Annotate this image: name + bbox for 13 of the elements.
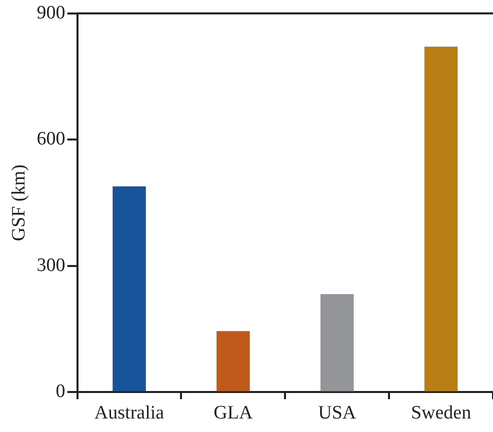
y-axis-title: GSF (km) [8, 164, 30, 242]
y-tick-label: 900 [36, 2, 66, 24]
x-tick-label: Australia [94, 402, 165, 424]
y-tick-label: 0 [56, 381, 66, 402]
x-tick-label: USA [318, 402, 356, 424]
x-tick-label: Sweden [410, 402, 472, 424]
bar [112, 186, 146, 392]
y-tick-label: 300 [36, 254, 66, 276]
bar [216, 331, 250, 392]
y-tick-label: 600 [36, 128, 66, 150]
bar [424, 46, 458, 392]
x-tick-label: GLA [214, 402, 253, 424]
bar [320, 294, 354, 392]
